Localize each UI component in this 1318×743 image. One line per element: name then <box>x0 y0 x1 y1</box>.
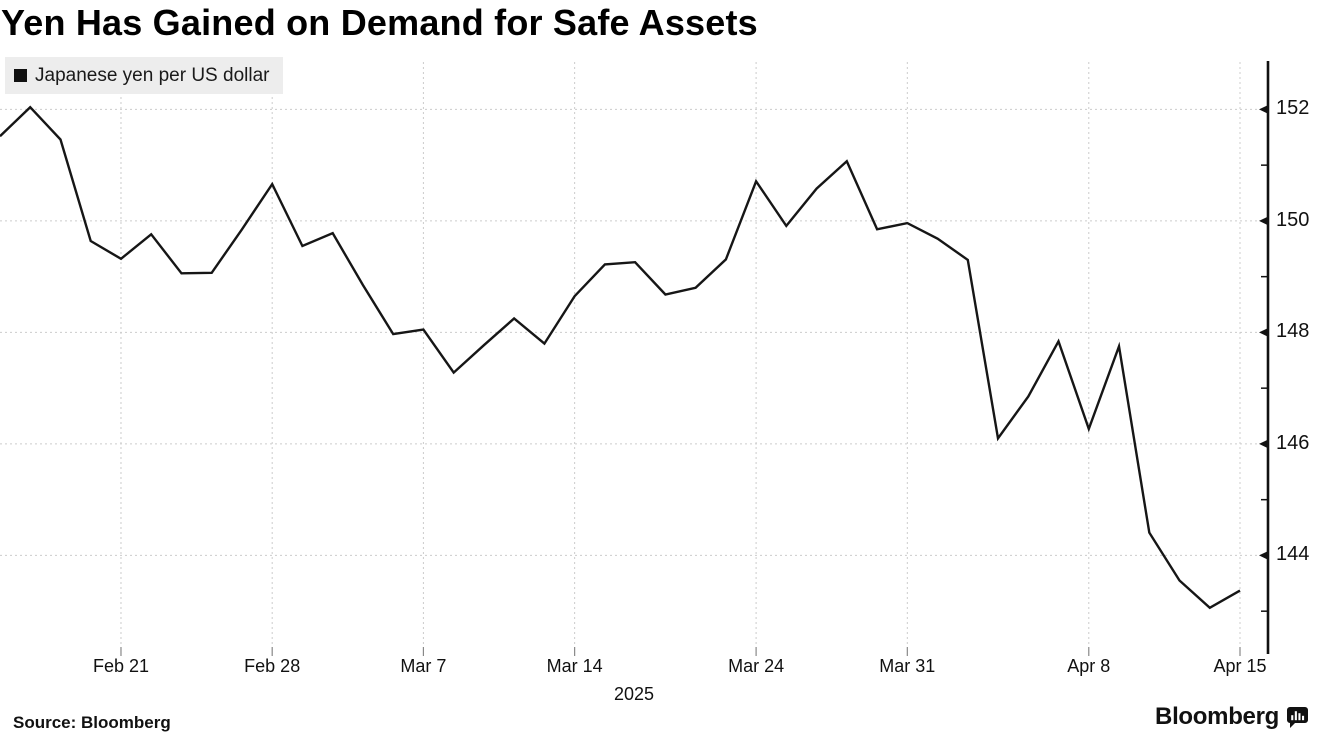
y-tick-label: 152 <box>1276 97 1310 120</box>
x-tick-label: Mar 7 <box>400 656 447 676</box>
y-tick-label: 150 <box>1276 208 1310 231</box>
source-label: Source: Bloomberg <box>13 713 171 732</box>
y-major-tick-arrow <box>1259 216 1268 226</box>
x-tick-label: Mar 24 <box>728 656 785 676</box>
x-tick-label: Feb 21 <box>92 656 149 676</box>
bloomberg-wordmark: Bloomberg <box>1155 703 1279 730</box>
y-major-tick-arrow <box>1259 439 1268 449</box>
y-tick-label: 144 <box>1276 543 1310 566</box>
legend-swatch-icon <box>14 69 27 82</box>
y-tick-label: 148 <box>1276 320 1310 343</box>
y-major-tick-arrow <box>1259 328 1268 337</box>
x-tick-label: Mar 14 <box>546 656 603 676</box>
legend-label: Japanese yen per US dollar <box>35 64 270 86</box>
legend: Japanese yen per US dollar <box>5 57 284 94</box>
price-line <box>0 105 1241 610</box>
x-axis-year-label: 2025 <box>613 684 655 704</box>
y-major-tick-arrow <box>1259 551 1268 560</box>
y-major-tick-arrow <box>1259 105 1268 114</box>
x-tick-label: Feb 28 <box>244 656 301 676</box>
y-tick-label: 146 <box>1276 431 1310 454</box>
x-tick-label: Apr 15 <box>1213 656 1267 676</box>
bloomberg-bug-icon <box>1287 707 1308 728</box>
x-tick-label: Apr 8 <box>1067 656 1111 676</box>
x-tick-label: Mar 31 <box>879 656 936 676</box>
bloomberg-logo: Bloomberg <box>1155 703 1309 731</box>
chart-title: Yen Has Gained on Demand for Safe Assets <box>1 2 758 43</box>
